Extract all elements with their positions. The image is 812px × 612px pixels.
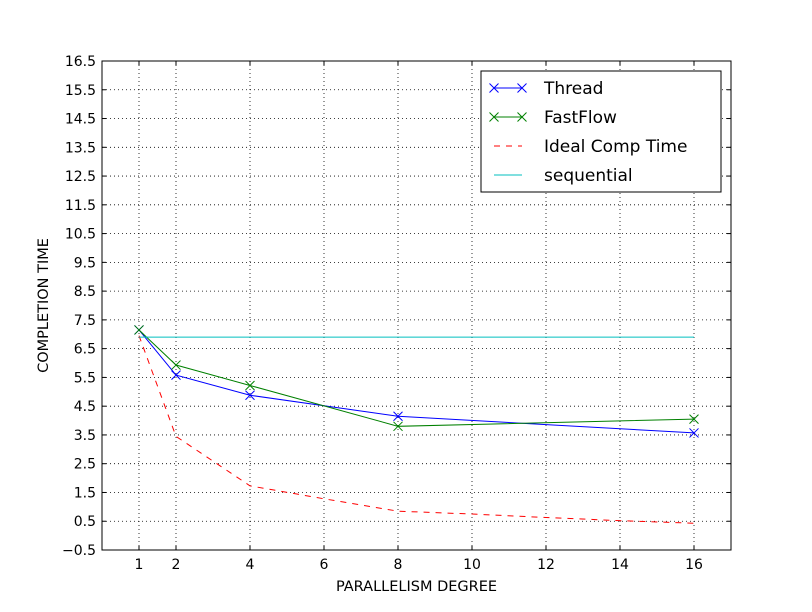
- grid-lines: [102, 61, 731, 550]
- x-tick-label: 12: [537, 557, 555, 573]
- x-tick-label: 16: [685, 557, 703, 573]
- x-tick-label: 1: [135, 557, 144, 573]
- y-tick-label: 12.5: [65, 169, 96, 185]
- data-point-fastflow: [134, 325, 144, 335]
- y-tick-label: 3.5: [74, 428, 96, 444]
- axis-ticks: 1 2 4 6 8 10 12 14 16−0.50.51.52.53.54.55.56.57.…: [62, 54, 731, 573]
- y-tick-label: 6.5: [74, 342, 96, 358]
- legend-marker: [489, 112, 499, 122]
- data-point-thread: [245, 390, 255, 401]
- y-tick-label: −0.5: [62, 543, 96, 559]
- legend-label: Ideal Comp Time: [544, 137, 687, 157]
- series-layer: [134, 325, 699, 524]
- legend-entry-thread: Thread: [489, 79, 603, 99]
- legend-entry-sequential: sequential: [494, 166, 633, 186]
- y-tick-label: 8.5: [74, 284, 96, 300]
- data-point-fastflow: [393, 421, 403, 432]
- y-tick-label: 7.5: [74, 313, 96, 329]
- x-tick-label: 14: [611, 557, 629, 573]
- legend-entry-ideal-comp-time: Ideal Comp Time: [494, 137, 687, 157]
- data-point-fastflow: [171, 360, 181, 370]
- x-tick-label: 4: [246, 557, 255, 573]
- series-line-ideal-comp-time: [138, 335, 695, 524]
- legend-marker: [489, 83, 499, 93]
- x-tick-label: 8: [394, 557, 403, 573]
- data-point-fastflow: [689, 414, 699, 424]
- data-point-thread: [171, 370, 181, 380]
- y-tick-label: 13.5: [65, 140, 96, 156]
- legend-marker: [517, 112, 527, 122]
- legend-marker: [517, 83, 527, 93]
- legend: Thread FastFlow Ideal Comp Time sequential: [480, 70, 722, 193]
- plot-area-frame: [101, 60, 732, 551]
- y-axis-label: COMPLETION TIME: [36, 238, 52, 373]
- x-tick-label: 6: [320, 557, 329, 573]
- y-tick-label: 11.5: [65, 198, 96, 214]
- series-ideal-comp-time: [138, 335, 695, 524]
- legend-box: [480, 70, 722, 193]
- legend-label: sequential: [544, 166, 633, 186]
- y-tick-label: 4.5: [74, 399, 96, 415]
- y-tick-label: 9.5: [74, 255, 96, 271]
- y-tick-label: 15.5: [65, 83, 96, 99]
- y-tick-label: 0.5: [74, 514, 96, 530]
- y-tick-label: 10.5: [65, 227, 96, 243]
- x-axis-label: PARALLELISM DEGREE: [336, 579, 497, 595]
- legend-label: FastFlow: [544, 108, 617, 128]
- y-tick-label: 1.5: [74, 485, 96, 501]
- y-tick-label: 2.5: [74, 457, 96, 473]
- data-point-thread: [689, 428, 699, 438]
- y-tick-label: 14.5: [65, 112, 96, 128]
- x-tick-label: 10: [463, 557, 481, 573]
- legend-label: Thread: [543, 79, 603, 99]
- data-point-thread: [393, 411, 403, 422]
- data-point-fastflow: [245, 380, 255, 391]
- y-tick-label: 16.5: [65, 54, 96, 70]
- series-fastflow: [134, 325, 699, 432]
- x-tick-label: 2: [172, 557, 181, 573]
- legend-entry-fastflow: FastFlow: [489, 108, 617, 128]
- y-tick-label: 5.5: [74, 370, 96, 386]
